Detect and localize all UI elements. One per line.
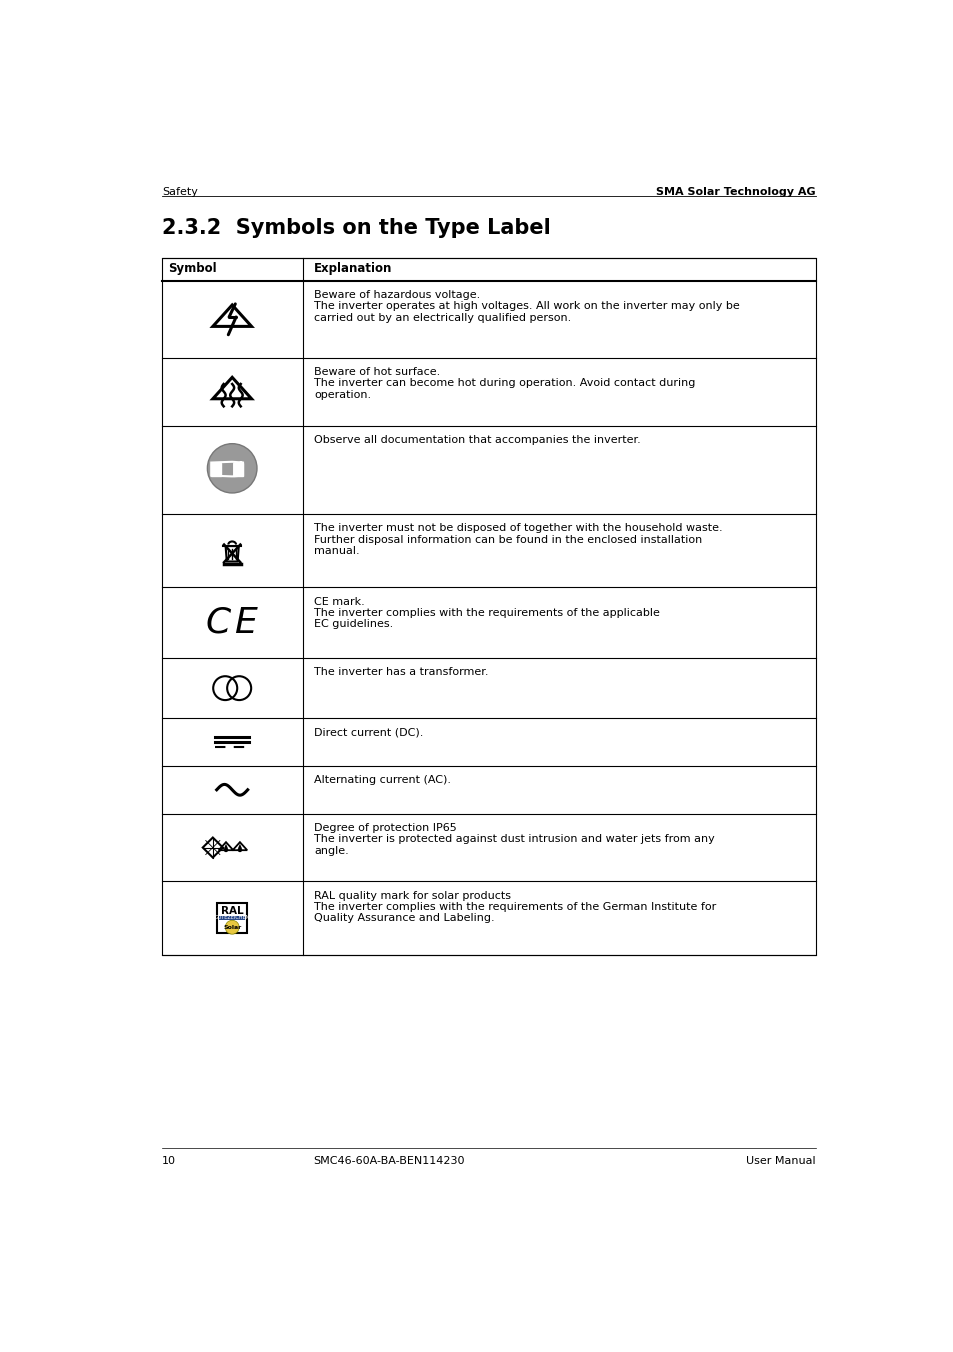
Text: Direct current (DC).: Direct current (DC). [314, 727, 423, 737]
Text: 2.3.2  Symbols on the Type Label: 2.3.2 Symbols on the Type Label [162, 218, 550, 238]
Text: GÜTEZEICHEN: GÜTEZEICHEN [214, 915, 250, 921]
Text: RAL: RAL [221, 906, 243, 917]
Text: The inverter operates at high voltages. All work on the inverter may only be: The inverter operates at high voltages. … [314, 301, 740, 311]
Text: E: E [233, 606, 256, 639]
Bar [217, 903, 247, 933]
Text: Degree of protection IP65: Degree of protection IP65 [314, 823, 456, 833]
Text: Quality Assurance and Labeling.: Quality Assurance and Labeling. [314, 914, 495, 923]
Text: RAL quality mark for solar products: RAL quality mark for solar products [314, 891, 511, 900]
Text: operation.: operation. [314, 389, 371, 400]
Text: i: i [236, 461, 241, 476]
Text: The inverter complies with the requirements of the German Institute for: The inverter complies with the requireme… [314, 902, 716, 913]
Text: SMA Solar Technology AG: SMA Solar Technology AG [656, 187, 815, 197]
Text: Observe all documentation that accompanies the inverter.: Observe all documentation that accompani… [314, 435, 640, 445]
Bar [219, 915, 245, 921]
Text: Solar: Solar [223, 925, 241, 930]
Text: carried out by an electrically qualified person.: carried out by an electrically qualified… [314, 312, 571, 323]
Text: The inverter complies with the requirements of the applicable: The inverter complies with the requireme… [314, 608, 659, 618]
Text: Beware of hot surface.: Beware of hot surface. [314, 366, 440, 377]
Text: Beware of hazardous voltage.: Beware of hazardous voltage. [314, 291, 480, 300]
Text: The inverter has a transformer.: The inverter has a transformer. [314, 668, 488, 677]
Circle shape [223, 848, 228, 852]
Text: Safety: Safety [162, 187, 197, 197]
Text: The inverter must not be disposed of together with the household waste.: The inverter must not be disposed of tog… [314, 523, 722, 534]
Text: Alternating current (AC).: Alternating current (AC). [314, 775, 451, 786]
Text: The inverter is protected against dust intrusion and water jets from any: The inverter is protected against dust i… [314, 834, 714, 844]
Text: manual.: manual. [314, 546, 359, 556]
Text: CE mark.: CE mark. [314, 596, 364, 607]
Text: Further disposal information can be found in the enclosed installation: Further disposal information can be foun… [314, 535, 701, 545]
Text: Symbol: Symbol [168, 261, 216, 274]
Text: The inverter can become hot during operation. Avoid contact during: The inverter can become hot during opera… [314, 379, 695, 388]
Text: C: C [205, 606, 231, 639]
Text: SMC46-60A-BA-BEN114230: SMC46-60A-BA-BEN114230 [313, 1156, 464, 1165]
Bar [162, 258, 815, 955]
Text: Explanation: Explanation [314, 261, 392, 274]
Bar [211, 462, 221, 476]
Text: User Manual: User Manual [745, 1156, 815, 1165]
Circle shape [225, 921, 239, 934]
Polygon shape [224, 844, 228, 848]
Bar [233, 462, 243, 476]
Polygon shape [237, 844, 242, 848]
Text: 10: 10 [162, 1156, 175, 1165]
Text: angle.: angle. [314, 846, 349, 856]
Text: EC guidelines.: EC guidelines. [314, 619, 393, 629]
Circle shape [237, 848, 242, 852]
Circle shape [207, 443, 256, 493]
